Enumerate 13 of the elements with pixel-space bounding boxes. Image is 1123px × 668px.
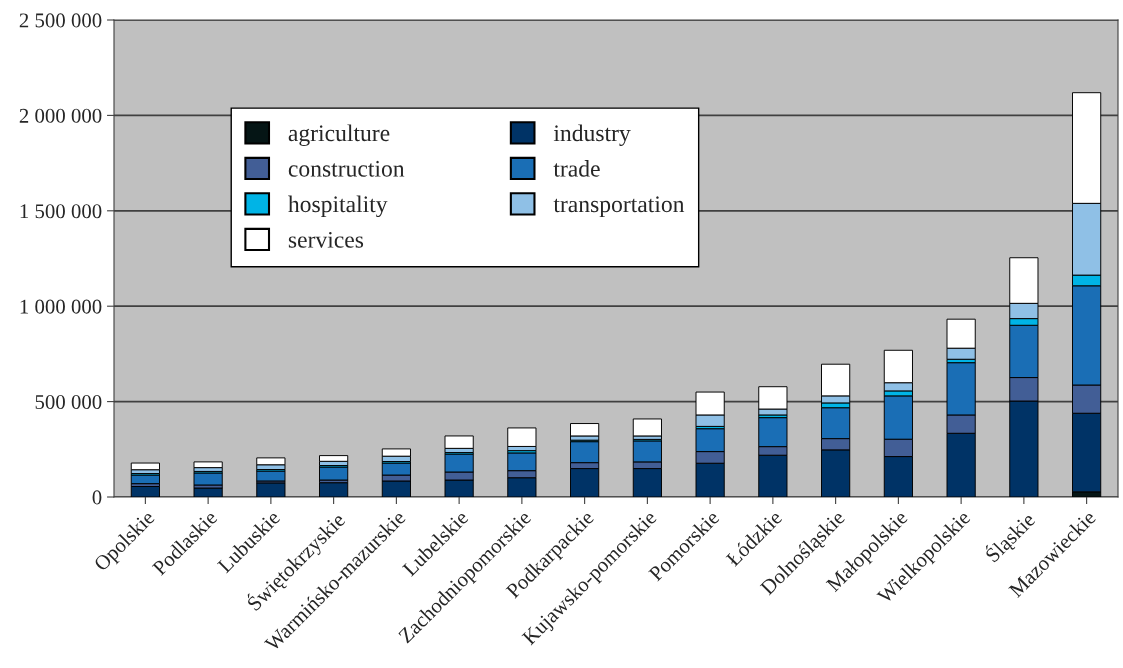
legend-label: construction <box>288 160 405 177</box>
y-tick-label: 2 000 000 <box>19 108 102 123</box>
legend-label: agriculture <box>288 124 390 147</box>
legend-label: industry <box>553 124 631 147</box>
y-tick-label: 1 000 000 <box>20 299 102 314</box>
legend-label: hospitality <box>288 195 388 218</box>
y-tick-label: 2 500 000 <box>19 13 102 28</box>
y-tick-label: 0 <box>92 490 102 505</box>
y-tick-label: 1 500 000 <box>20 204 102 219</box>
y-tick-label: 500 000 <box>35 394 102 410</box>
legend-label: services <box>288 231 364 248</box>
legend-label: transportation <box>553 196 685 218</box>
legend-label: trade <box>553 160 600 177</box>
